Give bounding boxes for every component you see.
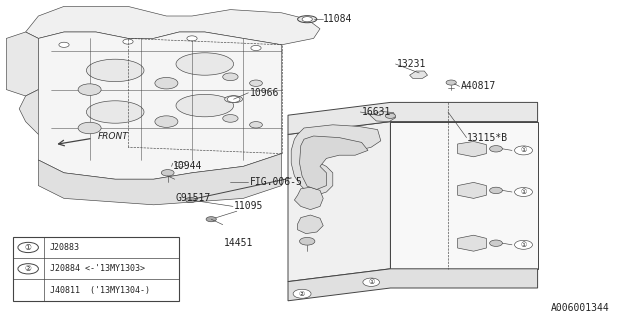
Text: ②: ②	[299, 291, 305, 297]
Circle shape	[78, 84, 101, 95]
Text: 11095: 11095	[234, 201, 263, 212]
Polygon shape	[390, 122, 538, 269]
Circle shape	[363, 278, 380, 286]
Polygon shape	[19, 90, 64, 141]
Circle shape	[223, 115, 238, 122]
Circle shape	[78, 122, 101, 134]
Circle shape	[161, 170, 174, 176]
Polygon shape	[291, 125, 381, 195]
Polygon shape	[38, 32, 282, 179]
Polygon shape	[298, 215, 323, 234]
Text: 16631: 16631	[362, 107, 391, 117]
Text: ①: ①	[520, 242, 527, 248]
Polygon shape	[300, 136, 368, 189]
Circle shape	[186, 197, 196, 203]
Ellipse shape	[298, 16, 317, 23]
Text: 14451: 14451	[224, 238, 253, 248]
Circle shape	[175, 162, 186, 167]
Text: A006001344: A006001344	[550, 303, 609, 313]
Circle shape	[446, 80, 456, 85]
Text: J20883: J20883	[50, 243, 80, 252]
Ellipse shape	[176, 53, 234, 75]
Circle shape	[59, 42, 69, 47]
Circle shape	[302, 17, 312, 22]
Circle shape	[123, 39, 133, 44]
Text: J40811  ('13MY1304-): J40811 ('13MY1304-)	[50, 286, 150, 295]
Polygon shape	[26, 6, 320, 45]
Circle shape	[515, 188, 532, 196]
Polygon shape	[288, 122, 390, 282]
Text: G91517: G91517	[176, 193, 211, 204]
Bar	[13, 237, 179, 301]
Text: FIG.006-5: FIG.006-5	[250, 177, 303, 188]
Polygon shape	[288, 269, 538, 301]
Circle shape	[490, 240, 502, 246]
Circle shape	[155, 77, 178, 89]
Circle shape	[18, 242, 38, 252]
Circle shape	[300, 237, 315, 245]
Polygon shape	[288, 102, 538, 134]
Ellipse shape	[86, 101, 144, 123]
Text: 13115*B: 13115*B	[467, 132, 508, 143]
Circle shape	[490, 187, 502, 194]
Polygon shape	[410, 71, 428, 78]
Circle shape	[223, 73, 238, 81]
Polygon shape	[458, 141, 486, 157]
Polygon shape	[370, 111, 396, 122]
Circle shape	[250, 122, 262, 128]
Text: A40817: A40817	[461, 81, 496, 92]
Circle shape	[227, 96, 240, 102]
Text: J20884 <-'13MY1303>: J20884 <-'13MY1303>	[50, 264, 145, 273]
Text: ②: ②	[25, 264, 31, 273]
Text: 13231: 13231	[397, 59, 426, 69]
Text: ①: ①	[520, 148, 527, 153]
Circle shape	[251, 45, 261, 51]
Circle shape	[515, 240, 532, 249]
Circle shape	[385, 113, 396, 118]
Polygon shape	[294, 187, 323, 210]
Text: FRONT: FRONT	[97, 132, 128, 141]
Circle shape	[187, 36, 197, 41]
Circle shape	[155, 116, 178, 127]
Ellipse shape	[176, 94, 234, 117]
Polygon shape	[6, 32, 38, 96]
Polygon shape	[38, 154, 282, 205]
Text: 11084: 11084	[323, 14, 353, 24]
Text: 10944: 10944	[173, 161, 202, 172]
Ellipse shape	[86, 59, 144, 82]
Circle shape	[490, 146, 502, 152]
Text: 10966: 10966	[250, 88, 279, 98]
Text: ①: ①	[25, 243, 31, 252]
Text: ①: ①	[368, 279, 374, 285]
Circle shape	[250, 80, 262, 86]
Ellipse shape	[225, 96, 243, 103]
Polygon shape	[458, 182, 486, 198]
Circle shape	[293, 289, 311, 298]
Circle shape	[18, 264, 38, 274]
Polygon shape	[458, 235, 486, 251]
Text: ①: ①	[520, 189, 527, 195]
Circle shape	[206, 217, 216, 222]
Circle shape	[515, 146, 532, 155]
